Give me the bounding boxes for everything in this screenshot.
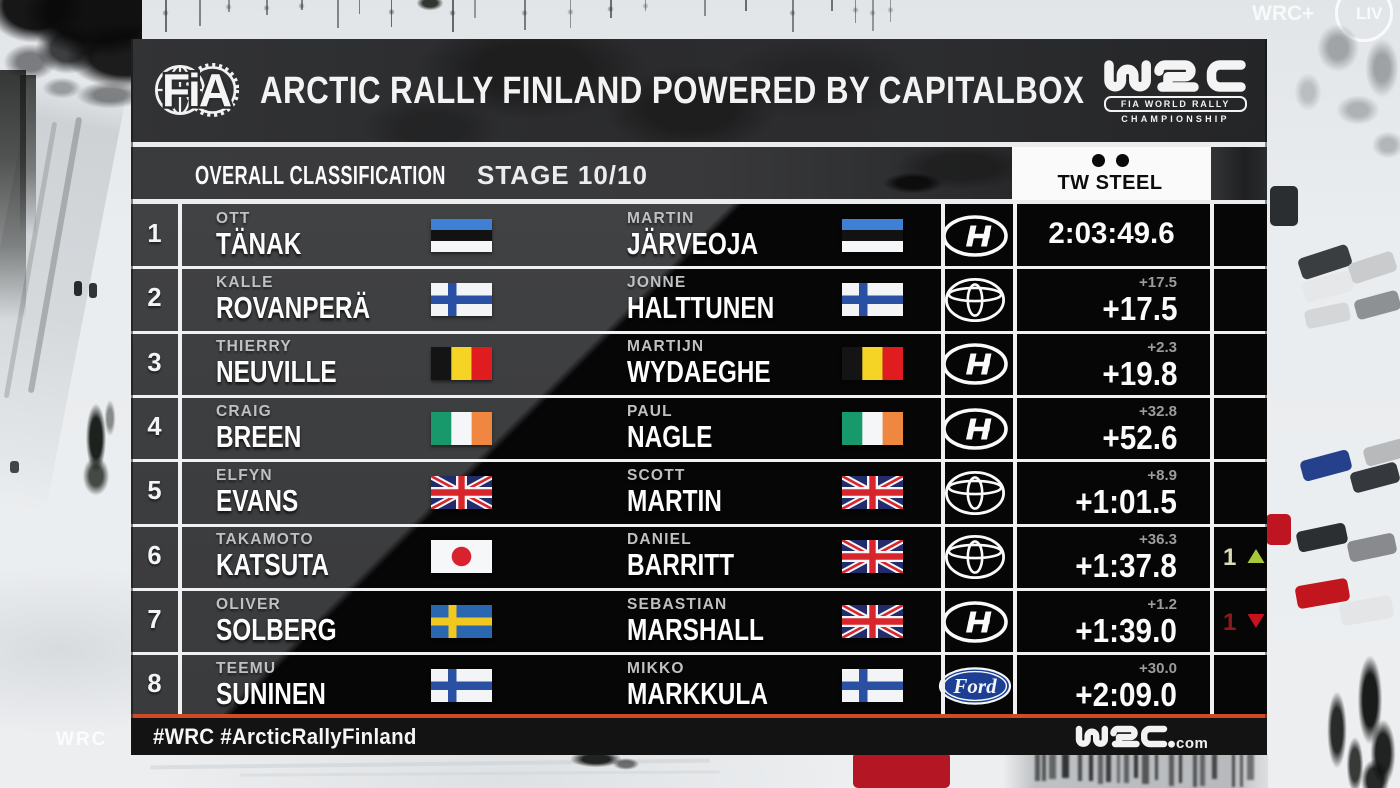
svg-text:Ford: Ford [952,674,997,698]
svg-text:FiA: FiA [162,64,231,116]
svg-text:com: com [1176,735,1208,749]
